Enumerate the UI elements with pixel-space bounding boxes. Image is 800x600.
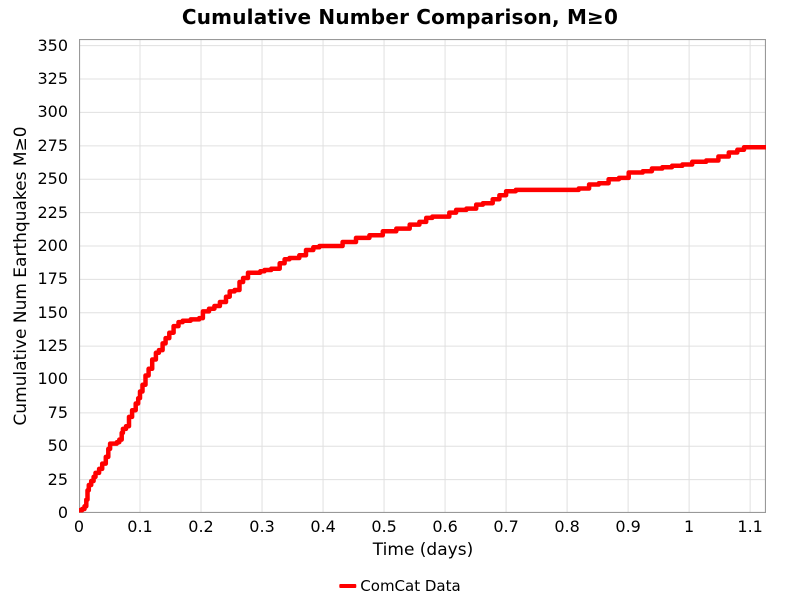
legend: ComCat Data <box>339 577 461 595</box>
x-tick-label: 0.6 <box>432 517 458 536</box>
series-comcat-line <box>79 144 766 513</box>
y-tick-label: 75 <box>47 402 68 422</box>
chart-title: Cumulative Number Comparison, M≥0 <box>181 5 619 29</box>
x-tick-label: 0.8 <box>554 517 580 536</box>
legend-label: ComCat Data <box>360 577 461 595</box>
y-tick-label: 175 <box>37 269 68 289</box>
x-tick-label: 1.1 <box>737 517 763 536</box>
x-tick-label: 0.7 <box>493 517 519 536</box>
y-tick-label: 50 <box>47 436 68 456</box>
x-tick-label: 0.9 <box>615 517 641 536</box>
x-axis-label: Time (days) <box>372 540 474 560</box>
y-tick-label: 225 <box>37 202 68 222</box>
x-tick-label: 0.4 <box>310 517 336 536</box>
x-tick-label: 1 <box>684 517 695 536</box>
plot-border <box>79 39 766 513</box>
y-tick-label: 0 <box>57 503 68 522</box>
x-tick-label: 0.5 <box>371 517 397 536</box>
y-tick-label: 200 <box>37 235 68 255</box>
y-tick-label: 325 <box>37 69 68 89</box>
y-tick-label: 125 <box>37 336 68 356</box>
y-tick-label: 250 <box>37 169 68 189</box>
y-tick-label: 100 <box>37 369 68 389</box>
y-tick-label: 25 <box>47 469 68 489</box>
y-tick-label: 275 <box>37 135 68 155</box>
x-tick-label: 0.2 <box>188 517 214 536</box>
y-tick-label: 350 <box>37 35 68 55</box>
x-tick-label: 0 <box>73 517 85 536</box>
plot-area <box>79 39 766 513</box>
y-tick-label: 150 <box>37 302 68 322</box>
y-axis-label: Cumulative Num Earthquakes M≥0 <box>11 126 31 426</box>
x-tick-label: 0.1 <box>127 517 153 536</box>
x-tick-label: 0.3 <box>249 517 275 536</box>
comcat-line-swatch <box>339 584 357 588</box>
y-tick-label: 300 <box>37 102 68 122</box>
